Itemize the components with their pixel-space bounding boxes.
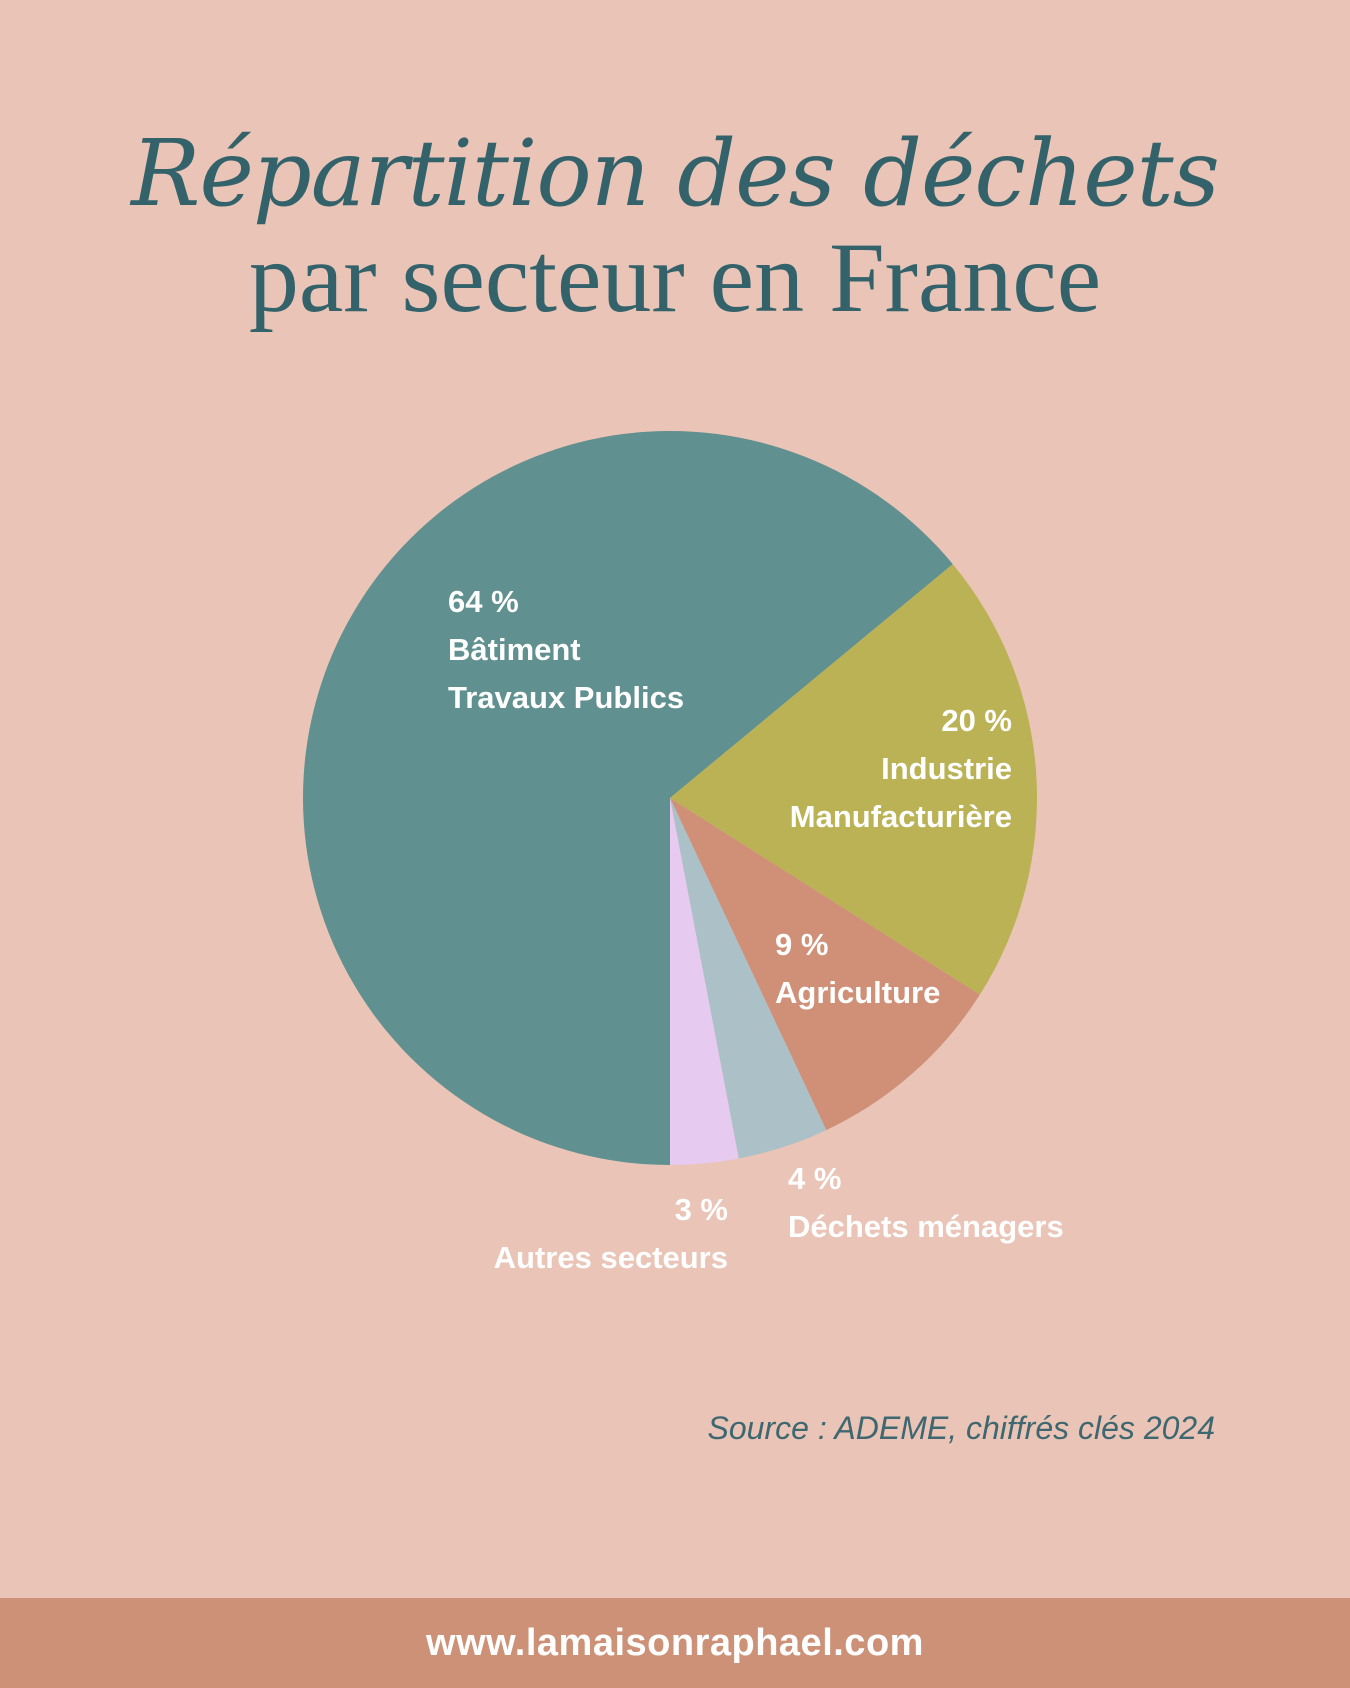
slice-label-4: 4 % Déchets ménagers xyxy=(788,1161,1064,1244)
slice-label-5: 3 % Autres secteurs xyxy=(494,1192,728,1275)
slice-category-label: Autres secteurs xyxy=(494,1240,728,1275)
slice-label-2: 20 % Industrie Manufacturière xyxy=(790,703,1012,834)
website-link[interactable]: www.lamaisonraphael.com xyxy=(426,1621,924,1664)
slice-category-label: Travaux Publics xyxy=(448,680,684,715)
pie-slice-5 xyxy=(670,798,739,1165)
footer-bar: www.lamaisonraphael.com xyxy=(0,1598,1350,1688)
slice-value-label: 3 % xyxy=(675,1192,728,1227)
pie-slice-4 xyxy=(670,798,827,1159)
slice-category-label: Industrie xyxy=(881,751,1012,786)
chart-title-line2: par secteur en France xyxy=(248,222,1102,333)
pie-chart: 64 % Bâtiment Travaux Publics 20 % Industrie… xyxy=(303,431,1064,1275)
pie-slice-3 xyxy=(670,798,980,1131)
source-note: Source : ADEME, chiffrés clés 2024 xyxy=(707,1410,1215,1446)
slice-value-label: 9 % xyxy=(775,927,828,962)
slice-value-label: 20 % xyxy=(941,703,1012,738)
chart-title-line1: Répartition des déchets xyxy=(131,120,1220,227)
pie-slice-1 xyxy=(303,431,953,1166)
slice-category-label: Manufacturière xyxy=(790,799,1012,834)
slice-value-label: 4 % xyxy=(788,1161,841,1196)
slice-label-1: 64 % Bâtiment Travaux Publics xyxy=(448,584,684,715)
pie-slice-2 xyxy=(670,564,1037,995)
slice-value-label: 64 % xyxy=(448,584,519,619)
slice-category-label: Agriculture xyxy=(775,975,940,1010)
slice-label-3: 9 % Agriculture xyxy=(775,927,940,1010)
slice-category-label: Bâtiment xyxy=(448,632,581,667)
slice-category-label: Déchets ménagers xyxy=(788,1209,1064,1244)
